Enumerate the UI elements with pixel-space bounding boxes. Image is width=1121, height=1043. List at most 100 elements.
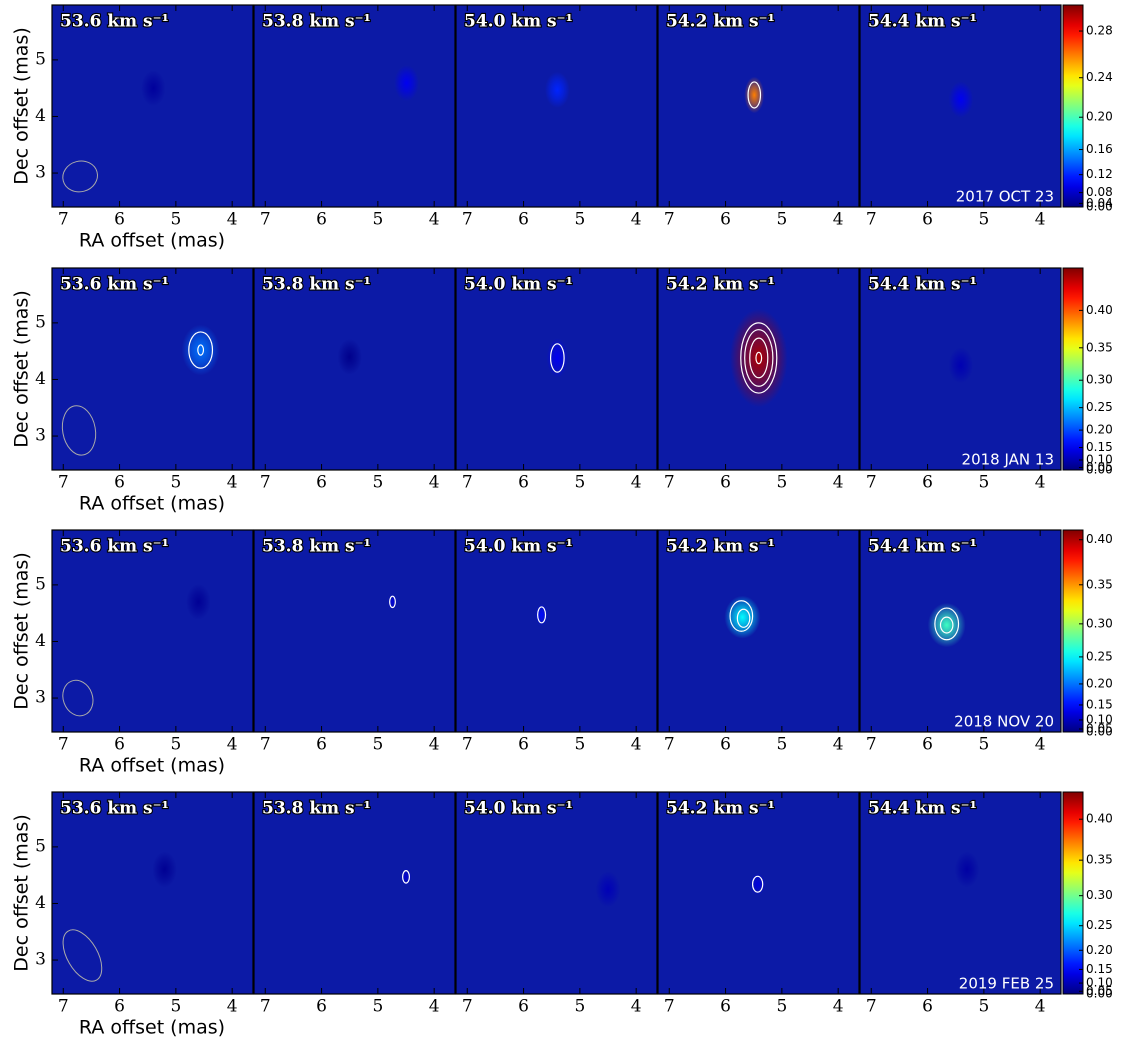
colorbar-tick-label: 0.30 [1086,616,1113,630]
panel-background [456,792,657,994]
x-tick-label: 7 [58,210,69,230]
colorbar-tick-label: 0.00 [1086,200,1113,214]
x-tick-label: 4 [1035,735,1046,755]
x-tick-label: 4 [1035,473,1046,493]
colorbar-tick-label: 0.10 [1086,976,1113,990]
colorbar-tick-label: 0.20 [1086,943,1113,957]
x-tick-label: 7 [462,210,473,230]
x-tick-label: 4 [833,735,844,755]
colorbar-tick-label: 0.15 [1086,697,1113,711]
contour [934,607,960,641]
y-tick-label: 3 [35,688,46,708]
x-axis-label: RA offset (mas) [79,1017,225,1039]
x-tick-label: 5 [372,473,383,493]
x-tick-label: 7 [866,210,877,230]
panel-frame [859,4,1062,208]
contour [729,600,754,632]
x-tick-label: 4 [631,735,642,755]
panel-frame [657,267,860,471]
panel-label: 53.6 km s⁻¹ [60,537,169,557]
x-tick-label: 5 [776,473,787,493]
x-tick-label: 7 [664,997,675,1017]
colorbar-tick-label: 0.25 [1086,649,1113,663]
colorbar-tick-label: 0.15 [1086,962,1113,976]
x-tick-label: 7 [462,997,473,1017]
x-tick-label: 7 [260,210,271,230]
panel [860,530,1061,732]
x-tick-label: 4 [429,735,440,755]
panel-frame [51,529,254,733]
colorbar-tick-label: 0.35 [1086,577,1113,591]
colorbar-tick-label: 0.16 [1086,142,1113,156]
x-tick-label: 6 [922,735,933,755]
panel-label: 54.2 km s⁻¹ [666,275,775,295]
date-label: 2018 NOV 20 [954,713,1054,731]
contour [744,329,774,387]
colorbar-tick-label: 0.40 [1086,532,1113,546]
panel [860,268,1061,470]
panel-frame [253,791,456,995]
colorbar [1062,4,1084,208]
x-tick-label: 4 [429,473,440,493]
x-tick-label: 4 [227,210,238,230]
beam [61,405,97,456]
contour [749,337,769,379]
x-tick-label: 4 [631,210,642,230]
x-tick-label: 4 [631,473,642,493]
contour [197,344,205,356]
emission-peak [595,871,621,908]
x-tick-label: 6 [720,210,731,230]
x-tick-label: 4 [1035,997,1046,1017]
x-tick-label: 5 [170,997,181,1017]
x-tick-label: 7 [58,473,69,493]
colorbar [1062,791,1084,995]
y-axis-label: Dec offset (mas) [11,27,33,184]
panel-frame [253,267,456,471]
panel [52,530,253,732]
beam [62,929,103,982]
x-tick-label: 6 [720,473,731,493]
panel [456,268,657,470]
panel-frame [51,267,254,471]
x-tick-label: 6 [518,210,529,230]
panel-frame [253,4,456,208]
panel-label: 53.8 km s⁻¹ [262,799,371,819]
x-tick-label: 5 [372,210,383,230]
panel-frame [859,791,1062,995]
contour [755,351,763,365]
y-tick-label: 3 [35,950,46,970]
panel [456,530,657,732]
x-tick-label: 4 [1035,210,1046,230]
x-tick-label: 5 [574,473,585,493]
x-tick-label: 4 [833,997,844,1017]
y-tick-label: 3 [35,163,46,183]
x-tick-label: 7 [58,735,69,755]
colorbar-tick-label: 0.35 [1086,853,1113,867]
contour [747,81,762,109]
contour [389,595,396,609]
x-tick-label: 6 [114,735,125,755]
x-tick-label: 5 [574,735,585,755]
panel-label: 54.0 km s⁻¹ [464,275,573,295]
panel-label: 53.6 km s⁻¹ [60,275,169,295]
colorbar [1062,529,1084,733]
panel [658,530,859,732]
panel-label: 54.4 km s⁻¹ [868,799,977,819]
panel-frame [859,267,1062,471]
y-tick-label: 5 [35,49,46,69]
beam [62,679,94,717]
panel-label: 53.6 km s⁻¹ [60,12,169,32]
x-tick-label: 6 [720,997,731,1017]
colorbar-tick-label: 0.20 [1086,423,1113,437]
panel-label: 53.8 km s⁻¹ [262,537,371,557]
contour [188,331,214,369]
panel-label: 54.4 km s⁻¹ [868,12,977,32]
panel-label: 53.8 km s⁻¹ [262,275,371,295]
y-axis-label: Dec offset (mas) [11,814,33,971]
panel-label: 54.2 km s⁻¹ [666,12,775,32]
emission-peak [394,64,419,102]
x-tick-label: 7 [866,735,877,755]
colorbar [1062,267,1084,471]
x-tick-label: 6 [922,210,933,230]
beam [62,160,98,193]
